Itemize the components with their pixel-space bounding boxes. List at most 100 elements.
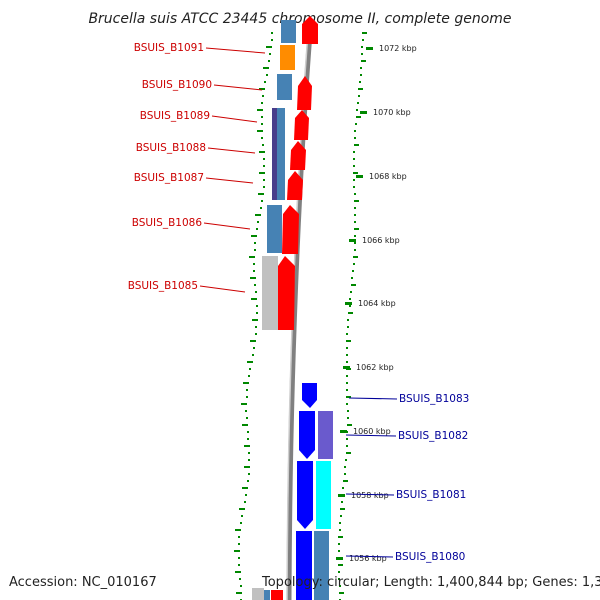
forward-cds-arrow xyxy=(297,76,312,110)
gc-mark xyxy=(354,193,356,195)
gene-label: BSUIS_B1085 xyxy=(128,280,198,292)
gc-mark xyxy=(243,382,249,384)
gc-mark xyxy=(353,172,358,174)
gc-mark xyxy=(360,74,362,76)
gc-mark xyxy=(346,354,348,356)
gc-mark xyxy=(244,466,250,468)
gc-mark xyxy=(356,109,358,111)
gc-mark xyxy=(263,186,265,188)
gc-mark xyxy=(257,221,259,223)
gc-mark xyxy=(256,228,258,230)
kbp-label: 1072 kbp xyxy=(379,44,417,53)
kbp-label: 1066 kbp xyxy=(362,236,400,245)
gc-mark xyxy=(354,228,359,230)
gc-mark xyxy=(345,459,347,461)
gc-mark xyxy=(262,144,264,146)
gc-mark xyxy=(354,242,356,244)
cog-box xyxy=(318,411,333,459)
gc-mark xyxy=(247,438,249,440)
gc-mark xyxy=(346,452,351,454)
gc-mark xyxy=(349,298,351,300)
gc-mark xyxy=(351,277,353,279)
gene-label: BSUIS_B1088 xyxy=(136,142,206,154)
gc-mark xyxy=(236,592,242,594)
cog-box xyxy=(314,531,329,600)
gc-mark xyxy=(241,515,243,517)
reverse-cds-arrow xyxy=(302,383,317,408)
accession-text: Accession: NC_010167 xyxy=(9,575,157,590)
gc-mark xyxy=(346,382,348,384)
gene-label-leader xyxy=(203,222,251,230)
gc-mark xyxy=(348,312,353,314)
gene-label-leader xyxy=(199,285,246,293)
gc-mark xyxy=(361,53,363,55)
gc-mark xyxy=(339,529,341,531)
gc-mark xyxy=(268,60,270,62)
gc-mark xyxy=(350,291,352,293)
gc-mark xyxy=(254,284,256,286)
kbp-tick xyxy=(345,302,352,305)
gc-mark xyxy=(354,235,356,237)
gene-label-leader xyxy=(348,397,398,400)
gene-label: BSUIS_B1083 xyxy=(399,393,469,405)
map-title: Brucella suis ATCC 23445 chromosome II, … xyxy=(88,11,511,27)
gc-mark xyxy=(261,137,263,139)
gc-mark xyxy=(341,501,343,503)
gc-mark xyxy=(261,102,263,104)
gene-label: BSUIS_B1087 xyxy=(134,172,204,184)
kbp-tick xyxy=(343,366,350,369)
gc-mark xyxy=(252,319,258,321)
gene-label: BSUIS_B1081 xyxy=(396,489,466,501)
topology-text: Topology: circular; Length: 1,400,844 bp… xyxy=(262,575,600,590)
gc-mark xyxy=(249,256,255,258)
gc-mark xyxy=(245,410,247,412)
gc-mark xyxy=(347,424,352,426)
kbp-label: 1060 kbp xyxy=(353,427,391,436)
gc-mark xyxy=(338,564,343,566)
gc-mark xyxy=(354,130,356,132)
gc-mark xyxy=(344,466,346,468)
gc-mark xyxy=(359,81,361,83)
gc-mark xyxy=(351,284,356,286)
gc-mark xyxy=(266,46,272,48)
gc-mark xyxy=(339,522,341,524)
gc-mark xyxy=(354,137,356,139)
gc-mark xyxy=(245,494,247,496)
gc-mark xyxy=(246,417,248,419)
gene-labels: BSUIS_B1091 BSUIS_B1090 BSUIS_B1089 BSUIS_B… xyxy=(128,42,470,563)
gc-mark xyxy=(246,396,248,398)
gc-mark xyxy=(347,417,349,419)
gene-label: BSUIS_B1082 xyxy=(398,430,468,442)
gc-mark xyxy=(242,487,248,489)
gc-mark xyxy=(360,67,362,69)
gc-mark xyxy=(249,368,251,370)
gc-mark xyxy=(353,186,355,188)
gc-mark xyxy=(240,522,242,524)
gc-mark xyxy=(352,270,354,272)
gc-mark xyxy=(346,403,348,405)
gc-mark xyxy=(338,536,343,538)
gc-mark xyxy=(241,403,247,405)
gc-mark xyxy=(346,333,348,335)
cog-box xyxy=(252,588,264,600)
gc-mark xyxy=(262,95,264,97)
gc-mark xyxy=(255,291,257,293)
gene-label-leader xyxy=(205,177,254,184)
gene-label: BSUIS_B1089 xyxy=(140,110,210,122)
kbp-tick xyxy=(338,494,345,497)
gc-mark xyxy=(263,165,265,167)
gc-mark xyxy=(353,165,355,167)
gc-mark xyxy=(346,389,348,391)
gc-mark xyxy=(346,361,348,363)
gc-mark xyxy=(263,67,269,69)
gc-mark xyxy=(244,445,250,447)
gc-mark xyxy=(353,263,355,265)
gc-mark xyxy=(255,333,257,335)
forward-cds-arrow xyxy=(282,205,299,254)
gc-mark xyxy=(362,32,367,34)
kbp-label: 1064 kbp xyxy=(358,299,396,308)
kbp-label: 1070 kbp xyxy=(373,108,411,117)
gc-mark xyxy=(346,438,348,440)
cog-box xyxy=(277,108,285,200)
gene-label-leader xyxy=(213,84,263,91)
